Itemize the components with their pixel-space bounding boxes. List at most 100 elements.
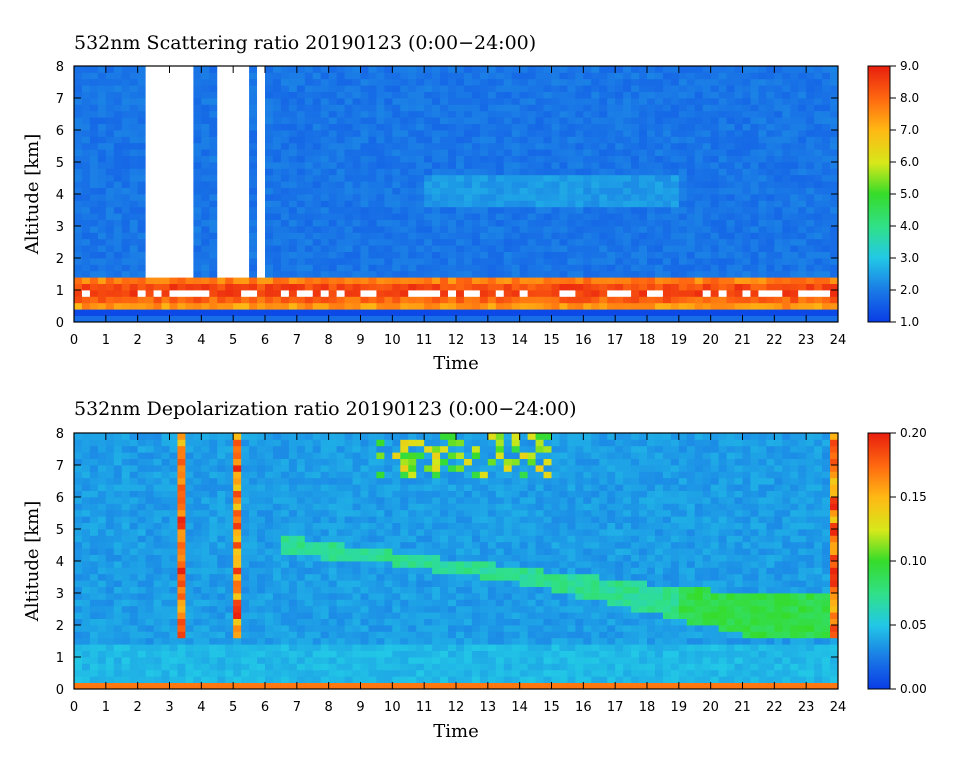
depolarization-cell — [113, 516, 123, 523]
scattering-cell — [631, 72, 640, 80]
scattering-cell — [639, 187, 648, 195]
scattering-cell — [511, 78, 521, 86]
scattering-cell — [527, 110, 536, 118]
scattering-cell — [702, 206, 712, 214]
scattering-cell — [81, 136, 91, 144]
scattering-cell — [670, 194, 680, 201]
depolarization-cell — [113, 612, 123, 619]
depolarization-cell — [209, 599, 218, 607]
depolarization-cell — [121, 535, 131, 543]
depolarization-cell — [81, 605, 91, 613]
scattering-cell — [137, 251, 147, 259]
scattering-cell — [599, 110, 608, 118]
depolarization-cell — [74, 484, 83, 491]
scattering-cell — [567, 110, 576, 118]
scattering-cell — [352, 110, 361, 118]
scattering-cell — [615, 315, 624, 323]
scattering-cell — [726, 194, 735, 201]
scattering-cell — [185, 187, 194, 195]
depolarization-cell — [161, 477, 170, 485]
scattering-cell — [495, 174, 505, 182]
scattering-cell — [344, 277, 353, 284]
depolarization-cell — [74, 477, 83, 485]
scattering-cell — [296, 258, 306, 265]
scattering-cell — [726, 226, 735, 233]
scattering-cell — [814, 258, 823, 265]
scattering-cell — [615, 213, 624, 220]
scattering-cell — [471, 123, 481, 131]
scattering-cell — [121, 270, 131, 278]
scattering-cell — [368, 162, 377, 169]
scattering-cell — [798, 226, 807, 233]
scattering-cell — [161, 200, 170, 208]
scattering-cell — [814, 290, 823, 297]
scattering-cell — [599, 174, 608, 182]
scattering-cell — [384, 174, 393, 182]
scattering-cell — [432, 315, 441, 323]
scattering-cell — [495, 91, 505, 99]
scattering-cell — [559, 302, 568, 310]
scattering-cell — [766, 123, 775, 131]
depolarization-cell — [241, 573, 250, 581]
scattering-cell — [185, 162, 194, 169]
scattering-cell — [344, 251, 353, 259]
depolarization-cell — [193, 529, 202, 536]
scattering-cell — [145, 155, 154, 163]
scattering-cell — [384, 187, 393, 195]
scattering-cell — [766, 149, 775, 156]
depolarization-cell — [193, 497, 202, 504]
scattering-cell — [440, 168, 449, 176]
scattering-cell — [241, 258, 250, 265]
depolarization-title: 532nm Depolarization ratio 20190123 (0:0… — [74, 398, 576, 420]
scattering-cell — [575, 290, 584, 297]
scattering-cell — [662, 213, 672, 220]
scattering-cell — [241, 309, 250, 316]
scattering-cell — [209, 200, 218, 208]
scattering-cell — [272, 78, 282, 86]
scattering-cell — [89, 277, 99, 284]
scattering-cell — [272, 123, 282, 131]
scattering-cell — [774, 296, 783, 304]
scattering-cell — [304, 219, 314, 227]
depolarization-cell — [177, 490, 186, 498]
scattering-cell — [527, 264, 536, 272]
depolarization-cell — [217, 503, 226, 511]
scattering-cell — [551, 72, 560, 80]
scattering-cell — [217, 309, 226, 316]
scattering-cell — [169, 296, 178, 304]
scattering-cell — [678, 174, 688, 182]
scattering-cell — [790, 110, 799, 118]
depolarization-cell — [129, 465, 139, 472]
scattering-cell — [806, 315, 815, 323]
depolarization-cell — [249, 650, 258, 658]
scattering-cell — [376, 91, 385, 99]
depolarization-cell — [89, 458, 99, 466]
scattering-cell — [193, 251, 202, 259]
scattering-cell — [830, 187, 839, 195]
depolarization-cell — [257, 593, 266, 600]
scattering-cell — [463, 251, 473, 259]
depolarization-cell — [81, 477, 91, 485]
scattering-cell — [583, 104, 592, 112]
scattering-cell — [304, 251, 314, 259]
scattering-cell — [312, 149, 322, 156]
scattering-y-tick-label: 2 — [56, 252, 64, 267]
scattering-cell — [424, 245, 433, 252]
scattering-cell — [750, 200, 759, 208]
scattering-cell — [742, 309, 751, 316]
scattering-cell — [503, 283, 513, 291]
scattering-cell — [567, 232, 576, 240]
scattering-cell — [97, 117, 107, 124]
scattering-cell — [288, 194, 298, 201]
scattering-cell — [623, 206, 632, 214]
scattering-cell — [440, 296, 449, 304]
scattering-cell — [265, 155, 274, 163]
scattering-cell — [249, 104, 258, 112]
scattering-cell — [424, 296, 433, 304]
depolarization-cell — [233, 625, 242, 632]
scattering-cell — [193, 258, 202, 265]
scattering-cell — [479, 130, 489, 137]
scattering-cell — [790, 162, 799, 169]
depolarization-cell — [153, 644, 162, 651]
scattering-cell — [161, 72, 170, 80]
